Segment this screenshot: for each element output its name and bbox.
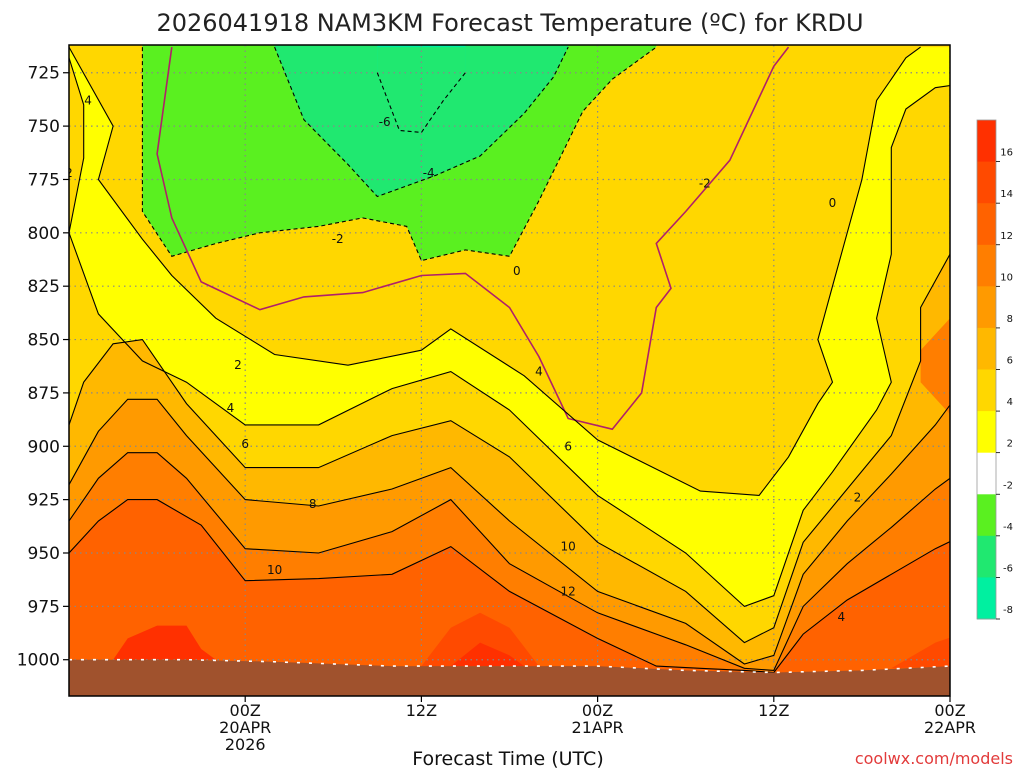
colorbar-swatch	[977, 244, 996, 287]
contour-label: -4	[423, 166, 435, 180]
y-tick-label: 975	[28, 597, 60, 617]
y-tick-label: 900	[28, 437, 60, 457]
y-axis: 725 750 775 800 825 850 875 900 925 950 975 1000	[17, 64, 69, 671]
core-fill-5	[920, 318, 950, 415]
contour-label: 4	[535, 365, 543, 379]
contour-line--6	[376, 72, 466, 134]
grid-layer	[69, 45, 950, 696]
y-tick-label: 875	[28, 384, 60, 404]
y-tick-label: 925	[28, 491, 60, 511]
contour-line-10	[69, 452, 950, 671]
plot-area: 4 2 -6 -4 -2 -2 0 0 2 2 4 4 4 6 6 8 10 10 12	[65, 45, 950, 696]
ground-edge	[69, 658, 950, 674]
x-tick-label: 21APR	[572, 718, 624, 737]
contour-label: 2	[65, 166, 73, 180]
contour-layer	[69, 46, 950, 674]
x-axis-label: Forecast Time (UTC)	[412, 748, 603, 768]
colorbar-swatch	[977, 161, 996, 204]
contour-label: 6	[564, 439, 572, 453]
colorbar-swatch	[977, 327, 996, 370]
x-tick-label: 00Z	[582, 701, 613, 720]
core-fill-3	[450, 642, 525, 667]
contour-line-0	[156, 46, 790, 431]
contour-line-2	[69, 46, 921, 496]
colorbar-swatch	[977, 535, 996, 578]
x-tick-label: 2026	[225, 735, 266, 754]
contour-label: 8	[309, 497, 317, 511]
contour-label: 12	[561, 584, 576, 598]
contour-label: 0	[829, 196, 837, 210]
x-tick-label: 00Z	[934, 701, 965, 720]
core-fill-2	[421, 612, 539, 667]
contour-label-layer: 4 2 -6 -4 -2 -2 0 0 2 2 4 4 4 6 6 8 10 10 12	[65, 94, 862, 625]
colorbar-swatch	[977, 411, 996, 454]
contour-line--4	[274, 46, 569, 198]
contour-label: -6	[379, 115, 391, 129]
y-tick-label: 850	[28, 331, 60, 351]
colorbar-tick-label: 6	[1007, 356, 1013, 367]
colorbar-swatch	[977, 120, 996, 163]
ground-layer	[69, 658, 950, 696]
colorbar-swatch	[977, 452, 996, 495]
contour-line-6	[69, 253, 950, 644]
contour-label: -2	[699, 177, 711, 191]
core-fill-4	[891, 637, 950, 669]
y-tick-label: 825	[28, 277, 60, 297]
colorbar-tick-label: -6	[1003, 563, 1013, 574]
contour-label: 2	[234, 358, 242, 372]
contour-label: 10	[561, 540, 576, 554]
y-tick-label: 725	[28, 64, 60, 84]
x-tick-label: 12Z	[406, 701, 437, 720]
colorbar-tick-label: 2	[1007, 439, 1013, 450]
contour-label: 4	[227, 401, 235, 415]
plot-frame	[68, 44, 951, 697]
colorbar-tick-label: -8	[1003, 605, 1013, 616]
ground-surface	[69, 659, 950, 696]
y-tick-label: 800	[28, 224, 60, 244]
colorbar-tick-label: 16	[1000, 148, 1013, 159]
temperature-fill-layer	[69, 45, 950, 696]
x-tick-label: 22APR	[924, 718, 976, 737]
x-tick-label: 12Z	[758, 701, 789, 720]
core-fill-1	[113, 625, 216, 660]
contour-label: 4	[84, 94, 92, 108]
colorbar-swatch	[977, 203, 996, 246]
contour-label: 2	[854, 491, 862, 505]
credit-text: coolwx.com/models	[855, 749, 1013, 768]
y-tick-label: 775	[28, 170, 60, 190]
y-tick-label: 1000	[17, 651, 60, 671]
contour-label: -2	[332, 232, 344, 246]
contour-label: 4	[837, 610, 845, 624]
x-tick-label: 00Z	[230, 701, 261, 720]
colorbar-tick-label: 4	[1007, 397, 1013, 408]
colorbar: 16 14 12 10 8 6 4 2 -2 -4 -6 -8	[976, 119, 1013, 620]
colorbar-swatch	[977, 577, 996, 620]
contour-line-4	[69, 57, 950, 608]
contour-label: 10	[267, 563, 282, 577]
colorbar-swatch	[977, 494, 996, 537]
contour-label: 0	[513, 264, 521, 278]
colorbar-tick-label: 14	[1000, 189, 1013, 200]
chart-title: 2026041918 NAM3KM Forecast Temperature (…	[156, 9, 863, 37]
contour-label: 6	[241, 437, 249, 451]
colorbar-tick-label: 12	[1000, 231, 1013, 242]
y-tick-label: 950	[28, 544, 60, 564]
contour-line-12	[69, 499, 950, 674]
colorbar-tick-label: -4	[1003, 522, 1013, 533]
contour-line--2	[141, 46, 657, 262]
colorbar-tick-label: -2	[1003, 480, 1013, 491]
x-tick-label: 20APR	[219, 718, 271, 737]
colorbar-swatch	[977, 369, 996, 412]
colorbar-swatch	[977, 286, 996, 329]
band-fill-12	[69, 499, 950, 696]
contour-line-8	[69, 398, 950, 665]
colorbar-tick-label: 10	[1000, 272, 1013, 283]
y-tick-label: 750	[28, 117, 60, 137]
colorbar-tick-label: 8	[1007, 314, 1013, 325]
